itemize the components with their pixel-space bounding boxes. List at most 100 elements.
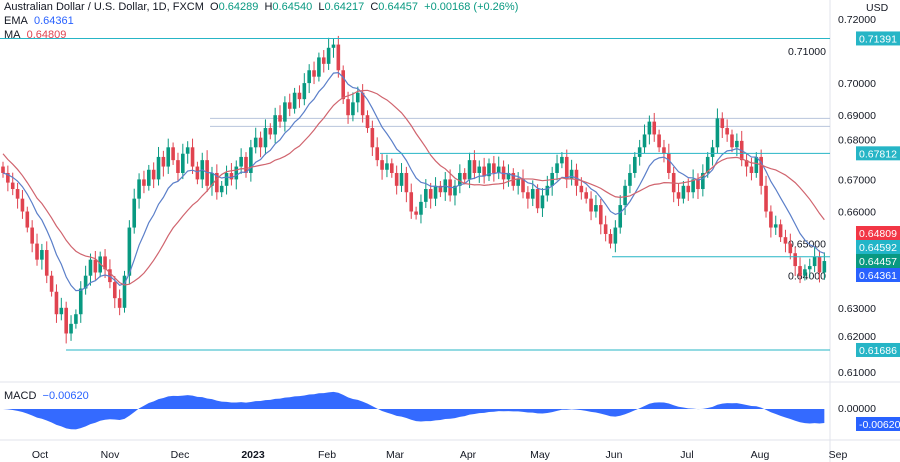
y-tick-label: 0.70000 — [838, 78, 876, 90]
macd-legend[interactable]: MACD −0.00620 — [4, 390, 89, 402]
open-value: 0.64289 — [218, 1, 259, 13]
ma-label: MA — [4, 29, 21, 41]
candle-body — [399, 172, 404, 186]
candle-body — [667, 153, 671, 173]
candle-body — [594, 205, 598, 212]
price-tag — [856, 226, 900, 240]
x-tick-label: Sep — [829, 449, 848, 461]
candle-body — [633, 156, 637, 173]
candle-body — [171, 147, 175, 161]
macd-tag-label: -0.00620 — [859, 419, 900, 431]
y-tick-label-bg — [788, 45, 828, 58]
candle-body — [603, 224, 608, 234]
candle-body — [346, 99, 350, 116]
price-tag-label: 0.64361 — [859, 270, 897, 282]
x-tick-label: Oct — [32, 449, 48, 461]
candle-body — [302, 83, 307, 100]
candle-body — [297, 92, 302, 100]
candle-body — [390, 163, 394, 173]
ema-label: EMA — [4, 15, 28, 27]
close-label: C — [370, 1, 379, 13]
candle-body — [428, 189, 433, 199]
x-tick-label: 2023 — [241, 449, 265, 461]
candle-body — [657, 134, 661, 148]
y-tick-label-bg — [788, 269, 828, 283]
candle-body — [754, 156, 759, 173]
symbol-title: Australian Dollar / U.S. Dollar, 1D, FXC… — [4, 1, 204, 13]
candle-body — [608, 233, 613, 244]
candle-body — [117, 298, 122, 308]
price-tag-label: 0.64457 — [859, 256, 897, 268]
candle-body — [137, 179, 141, 199]
candle-body — [404, 172, 409, 193]
candle-body — [142, 179, 146, 186]
x-tick-label: Jul — [680, 449, 693, 461]
candle-body — [6, 172, 10, 183]
candle-body — [696, 179, 700, 190]
candle-body — [472, 160, 477, 173]
candle-body — [25, 211, 30, 228]
candle-body — [375, 147, 380, 161]
candle-body — [30, 227, 34, 244]
candle-body — [35, 243, 39, 260]
high-value: 0.64540 — [272, 1, 313, 13]
candle-body — [453, 185, 457, 196]
candle-body — [647, 121, 652, 135]
level-tag — [856, 342, 900, 357]
macd-area — [3, 391, 825, 430]
candle-body — [812, 256, 817, 267]
candle-body — [560, 156, 564, 164]
candle-body — [380, 160, 384, 170]
candle-body — [676, 192, 681, 199]
candle-body — [44, 250, 49, 276]
candle-body — [20, 198, 25, 212]
candle-body — [555, 163, 559, 173]
candle-body — [462, 172, 467, 180]
candle-body — [598, 205, 603, 225]
candle-body — [589, 198, 593, 212]
candle-body — [166, 147, 171, 167]
y-tick-label: 0.67000 — [838, 174, 876, 186]
candle-body — [181, 153, 185, 173]
candle-body — [642, 134, 647, 148]
candle-body — [93, 259, 98, 273]
ma-legend[interactable]: MA 0.64809 — [4, 29, 66, 41]
candle-body — [744, 160, 749, 167]
candle-body — [778, 224, 783, 238]
candle-body — [564, 156, 569, 180]
candle-body — [506, 172, 511, 180]
candle-body — [526, 192, 530, 199]
candle-body — [321, 57, 326, 64]
candle-body — [239, 156, 243, 167]
y-tick-label: 0.68000 — [838, 134, 876, 146]
symbol-legend: Australian Dollar / U.S. Dollar, 1D, FXC… — [4, 1, 518, 13]
candle-body — [224, 172, 229, 186]
candle-body — [351, 102, 355, 116]
ema-legend[interactable]: EMA 0.64361 — [4, 15, 74, 27]
candle-body — [326, 47, 331, 64]
candle-body — [127, 227, 132, 276]
candle-body — [715, 118, 720, 148]
candle-body — [749, 166, 754, 173]
candle-body — [628, 172, 632, 186]
candle-body — [545, 185, 550, 196]
level-tag-label: 0.67812 — [859, 148, 897, 160]
candle-body — [147, 169, 151, 186]
level-tag-label: 0.61686 — [859, 345, 897, 357]
macd-zero-tick: 0.00000 — [838, 403, 876, 415]
candle-body — [355, 92, 360, 103]
candle-body — [360, 92, 365, 116]
level-tag — [856, 146, 900, 161]
candle-body — [258, 137, 263, 148]
price-tag-label: 0.64592 — [859, 242, 897, 254]
open-label: O — [210, 1, 219, 13]
y-tick-label: 0.63000 — [838, 303, 876, 315]
candle-body — [312, 70, 316, 77]
candle-body — [54, 291, 59, 315]
candle-body — [365, 115, 370, 129]
candle-body — [773, 224, 778, 228]
candle-body — [482, 166, 486, 177]
candle-body — [652, 121, 657, 135]
candle-body — [263, 128, 268, 148]
